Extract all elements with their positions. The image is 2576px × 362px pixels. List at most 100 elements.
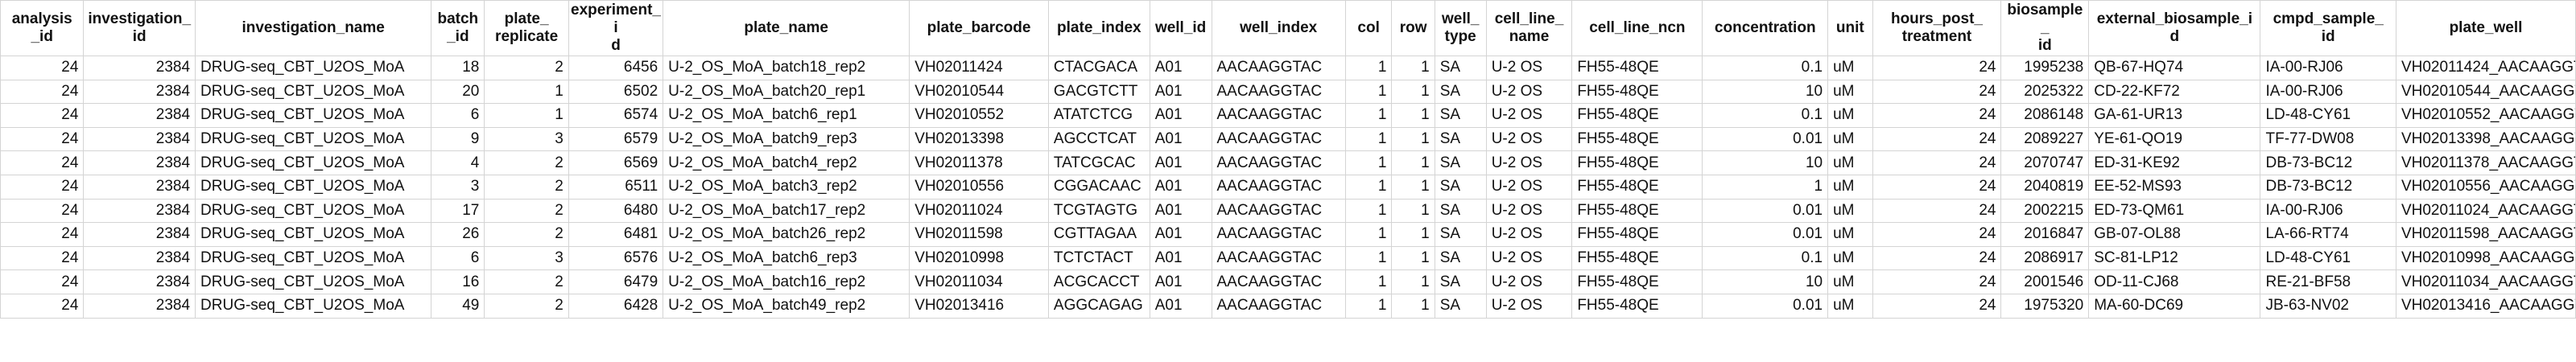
cell-investigation-name[interactable]: DRUG-seq_CBT_U2OS_MoA [195,126,432,152]
cell-cell-line-ncn[interactable]: FH55-48QE [1571,126,1703,152]
cell-col[interactable]: 1 [1344,103,1393,128]
cell-cell-line-name[interactable]: U-2 OS [1485,245,1573,271]
cell-cell-line-name[interactable]: U-2 OS [1485,79,1573,105]
cell-cell-line-ncn[interactable]: FH55-48QE [1571,79,1703,105]
cell-row[interactable]: 1 [1391,56,1435,80]
cell-concentration[interactable]: 0.01 [1702,198,1829,224]
cell-hours-post-treatment[interactable]: 24 [1872,150,2002,175]
cell-unit[interactable]: uM [1827,126,1873,152]
cell-well-type[interactable]: SA [1434,79,1487,105]
cell-biosample-id[interactable]: 2070747 [2000,150,2090,175]
cell-well-index[interactable]: AACAAGGTAC [1211,174,1346,200]
cell-well-type[interactable]: SA [1434,126,1487,152]
cell-well-type[interactable]: SA [1434,150,1487,175]
cell-cmpd-sample-id[interactable]: DB-73-BC12 [2260,150,2396,175]
cell-investigation-name[interactable]: DRUG-seq_CBT_U2OS_MoA [195,103,432,128]
cell-well-id[interactable]: A01 [1149,198,1212,224]
cell-cell-line-ncn[interactable]: FH55-48QE [1571,150,1703,175]
column-header-well-index[interactable]: well_index [1211,0,1346,56]
cell-hours-post-treatment[interactable]: 24 [1872,79,2002,105]
cell-plate-name[interactable]: U-2_OS_MoA_batch49_rep2 [663,293,910,319]
column-header-well-type[interactable]: well_ type [1434,0,1487,56]
cell-hours-post-treatment[interactable]: 24 [1872,245,2002,271]
cell-hours-post-treatment[interactable]: 24 [1872,103,2002,128]
cell-cmpd-sample-id[interactable]: RE-21-BF58 [2260,269,2396,294]
cell-plate-barcode[interactable]: VH02011598 [909,222,1049,247]
cell-concentration[interactable]: 0.1 [1702,56,1829,80]
cell-plate-replicate[interactable]: 2 [484,222,569,247]
cell-well-index[interactable]: AACAAGGTAC [1211,245,1346,271]
cell-well-index[interactable]: AACAAGGTAC [1211,126,1346,152]
cell-concentration[interactable]: 0.01 [1702,222,1829,247]
cell-well-type[interactable]: SA [1434,103,1487,128]
cell-unit[interactable]: uM [1827,198,1873,224]
cell-biosample-id[interactable]: 1995238 [2000,56,2090,80]
column-header-unit[interactable]: unit [1827,0,1873,56]
cell-hours-post-treatment[interactable]: 24 [1872,222,2002,247]
cell-plate-barcode[interactable]: VH02010544 [909,79,1049,105]
cell-plate-replicate[interactable]: 1 [484,103,569,128]
column-header-analysis-id[interactable]: analysis _id [0,0,85,56]
cell-well-id[interactable]: A01 [1149,56,1212,80]
cell-plate-well[interactable]: VH02010556_AACAAGGTAC [2395,174,2576,200]
cell-cell-line-name[interactable]: U-2 OS [1485,150,1573,175]
cell-plate-index[interactable]: TCGTAGTG [1047,198,1150,224]
column-header-concentration[interactable]: concentration [1702,0,1829,56]
cell-plate-replicate[interactable]: 3 [484,245,569,271]
cell-cell-line-ncn[interactable]: FH55-48QE [1571,56,1703,80]
cell-investigation-id[interactable]: 2384 [83,222,196,247]
cell-batch-id[interactable]: 17 [431,198,485,224]
cell-concentration[interactable]: 0.01 [1702,293,1829,319]
cell-biosample-id[interactable]: 2040819 [2000,174,2090,200]
cell-row[interactable]: 1 [1391,79,1435,105]
cell-hours-post-treatment[interactable]: 24 [1872,293,2002,319]
cell-plate-index[interactable]: TCTCTACT [1047,245,1150,271]
cell-well-type[interactable]: SA [1434,293,1487,319]
cell-external-biosample-id[interactable]: CD-22-KF72 [2088,79,2261,105]
cell-well-id[interactable]: A01 [1149,222,1212,247]
cell-plate-name[interactable]: U-2_OS_MoA_batch20_rep1 [663,79,910,105]
cell-unit[interactable]: uM [1827,245,1873,271]
cell-concentration[interactable]: 10 [1702,79,1829,105]
cell-investigation-id[interactable]: 2384 [83,56,196,80]
cell-analysis-id[interactable]: 24 [0,79,85,105]
cell-biosample-id[interactable]: 2001546 [2000,269,2090,294]
column-header-row[interactable]: row [1391,0,1435,56]
cell-analysis-id[interactable]: 24 [0,150,85,175]
cell-external-biosample-id[interactable]: ED-31-KE92 [2088,150,2261,175]
cell-well-id[interactable]: A01 [1149,245,1212,271]
cell-plate-well[interactable]: VH02011024_AACAAGGTAC [2395,198,2576,224]
cell-cell-line-ncn[interactable]: FH55-48QE [1571,174,1703,200]
column-header-plate-barcode[interactable]: plate_barcode [909,0,1049,56]
cell-unit[interactable]: uM [1827,174,1873,200]
cell-investigation-name[interactable]: DRUG-seq_CBT_U2OS_MoA [195,245,432,271]
cell-experiment-id[interactable]: 6579 [568,126,664,152]
cell-unit[interactable]: uM [1827,150,1873,175]
cell-cmpd-sample-id[interactable]: IA-00-RJ06 [2260,56,2396,80]
cell-plate-well[interactable]: VH02011378_AACAAGGTAC [2395,150,2576,175]
cell-analysis-id[interactable]: 24 [0,245,85,271]
cell-row[interactable]: 1 [1391,103,1435,128]
column-header-plate-name[interactable]: plate_name [663,0,910,56]
cell-row[interactable]: 1 [1391,269,1435,294]
column-header-batch-id[interactable]: batch _id [431,0,485,56]
column-header-cmpd-sample-id[interactable]: cmpd_sample_ id [2260,0,2396,56]
cell-plate-well[interactable]: VH02013398_AACAAGGTAC [2395,126,2576,152]
cell-plate-replicate[interactable]: 2 [484,174,569,200]
cell-col[interactable]: 1 [1344,245,1393,271]
cell-plate-barcode[interactable]: VH02010998 [909,245,1049,271]
cell-experiment-id[interactable]: 6456 [568,56,664,80]
cell-plate-name[interactable]: U-2_OS_MoA_batch18_rep2 [663,56,910,80]
cell-row[interactable]: 1 [1391,126,1435,152]
cell-plate-well[interactable]: VH02010552_AACAAGGTAC [2395,103,2576,128]
cell-plate-index[interactable]: CTACGACA [1047,56,1150,80]
cell-analysis-id[interactable]: 24 [0,269,85,294]
cell-row[interactable]: 1 [1391,293,1435,319]
cell-hours-post-treatment[interactable]: 24 [1872,269,2002,294]
cell-plate-barcode[interactable]: VH02011024 [909,198,1049,224]
cell-cmpd-sample-id[interactable]: DB-73-BC12 [2260,174,2396,200]
cell-experiment-id[interactable]: 6569 [568,150,664,175]
cell-cell-line-name[interactable]: U-2 OS [1485,174,1573,200]
cell-analysis-id[interactable]: 24 [0,103,85,128]
cell-plate-barcode[interactable]: VH02013398 [909,126,1049,152]
